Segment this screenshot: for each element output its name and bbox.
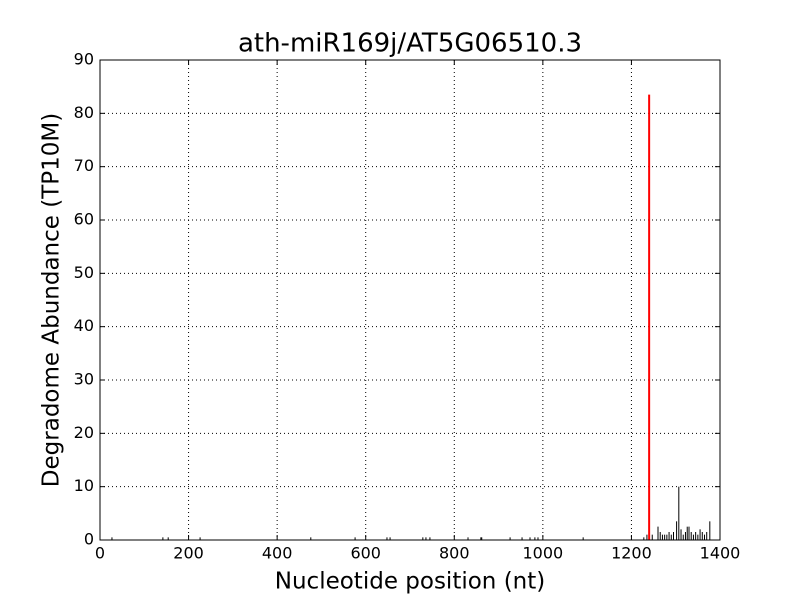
x-tick-label: 400 (262, 544, 293, 563)
x-tick-label: 600 (350, 544, 381, 563)
x-axis-label: Nucleotide position (nt) (275, 569, 545, 595)
x-tick-label: 800 (439, 544, 470, 563)
y-tick-label: 60 (74, 210, 94, 229)
y-tick-label: 20 (74, 423, 94, 442)
plot-frame (99, 59, 721, 541)
y-tick-label: 40 (74, 316, 94, 335)
x-tick-label: 0 (95, 544, 105, 563)
x-tick-label: 1000 (522, 544, 563, 563)
x-tick-label: 1400 (700, 544, 741, 563)
x-tick-label: 1200 (611, 544, 652, 563)
y-axis-label: Degradome Abundance (TP10M) (39, 113, 65, 487)
y-tick-label: 0 (84, 530, 94, 549)
y-tick-label: 50 (74, 263, 94, 282)
y-tick-label: 90 (74, 50, 94, 69)
y-tick-label: 30 (74, 370, 94, 389)
y-tick-label: 10 (74, 476, 94, 495)
chart-title: ath-miR169j/AT5G06510.3 (238, 29, 582, 59)
y-tick-label: 80 (74, 103, 94, 122)
x-tick-label: 200 (173, 544, 204, 563)
y-tick-label: 70 (74, 156, 94, 175)
